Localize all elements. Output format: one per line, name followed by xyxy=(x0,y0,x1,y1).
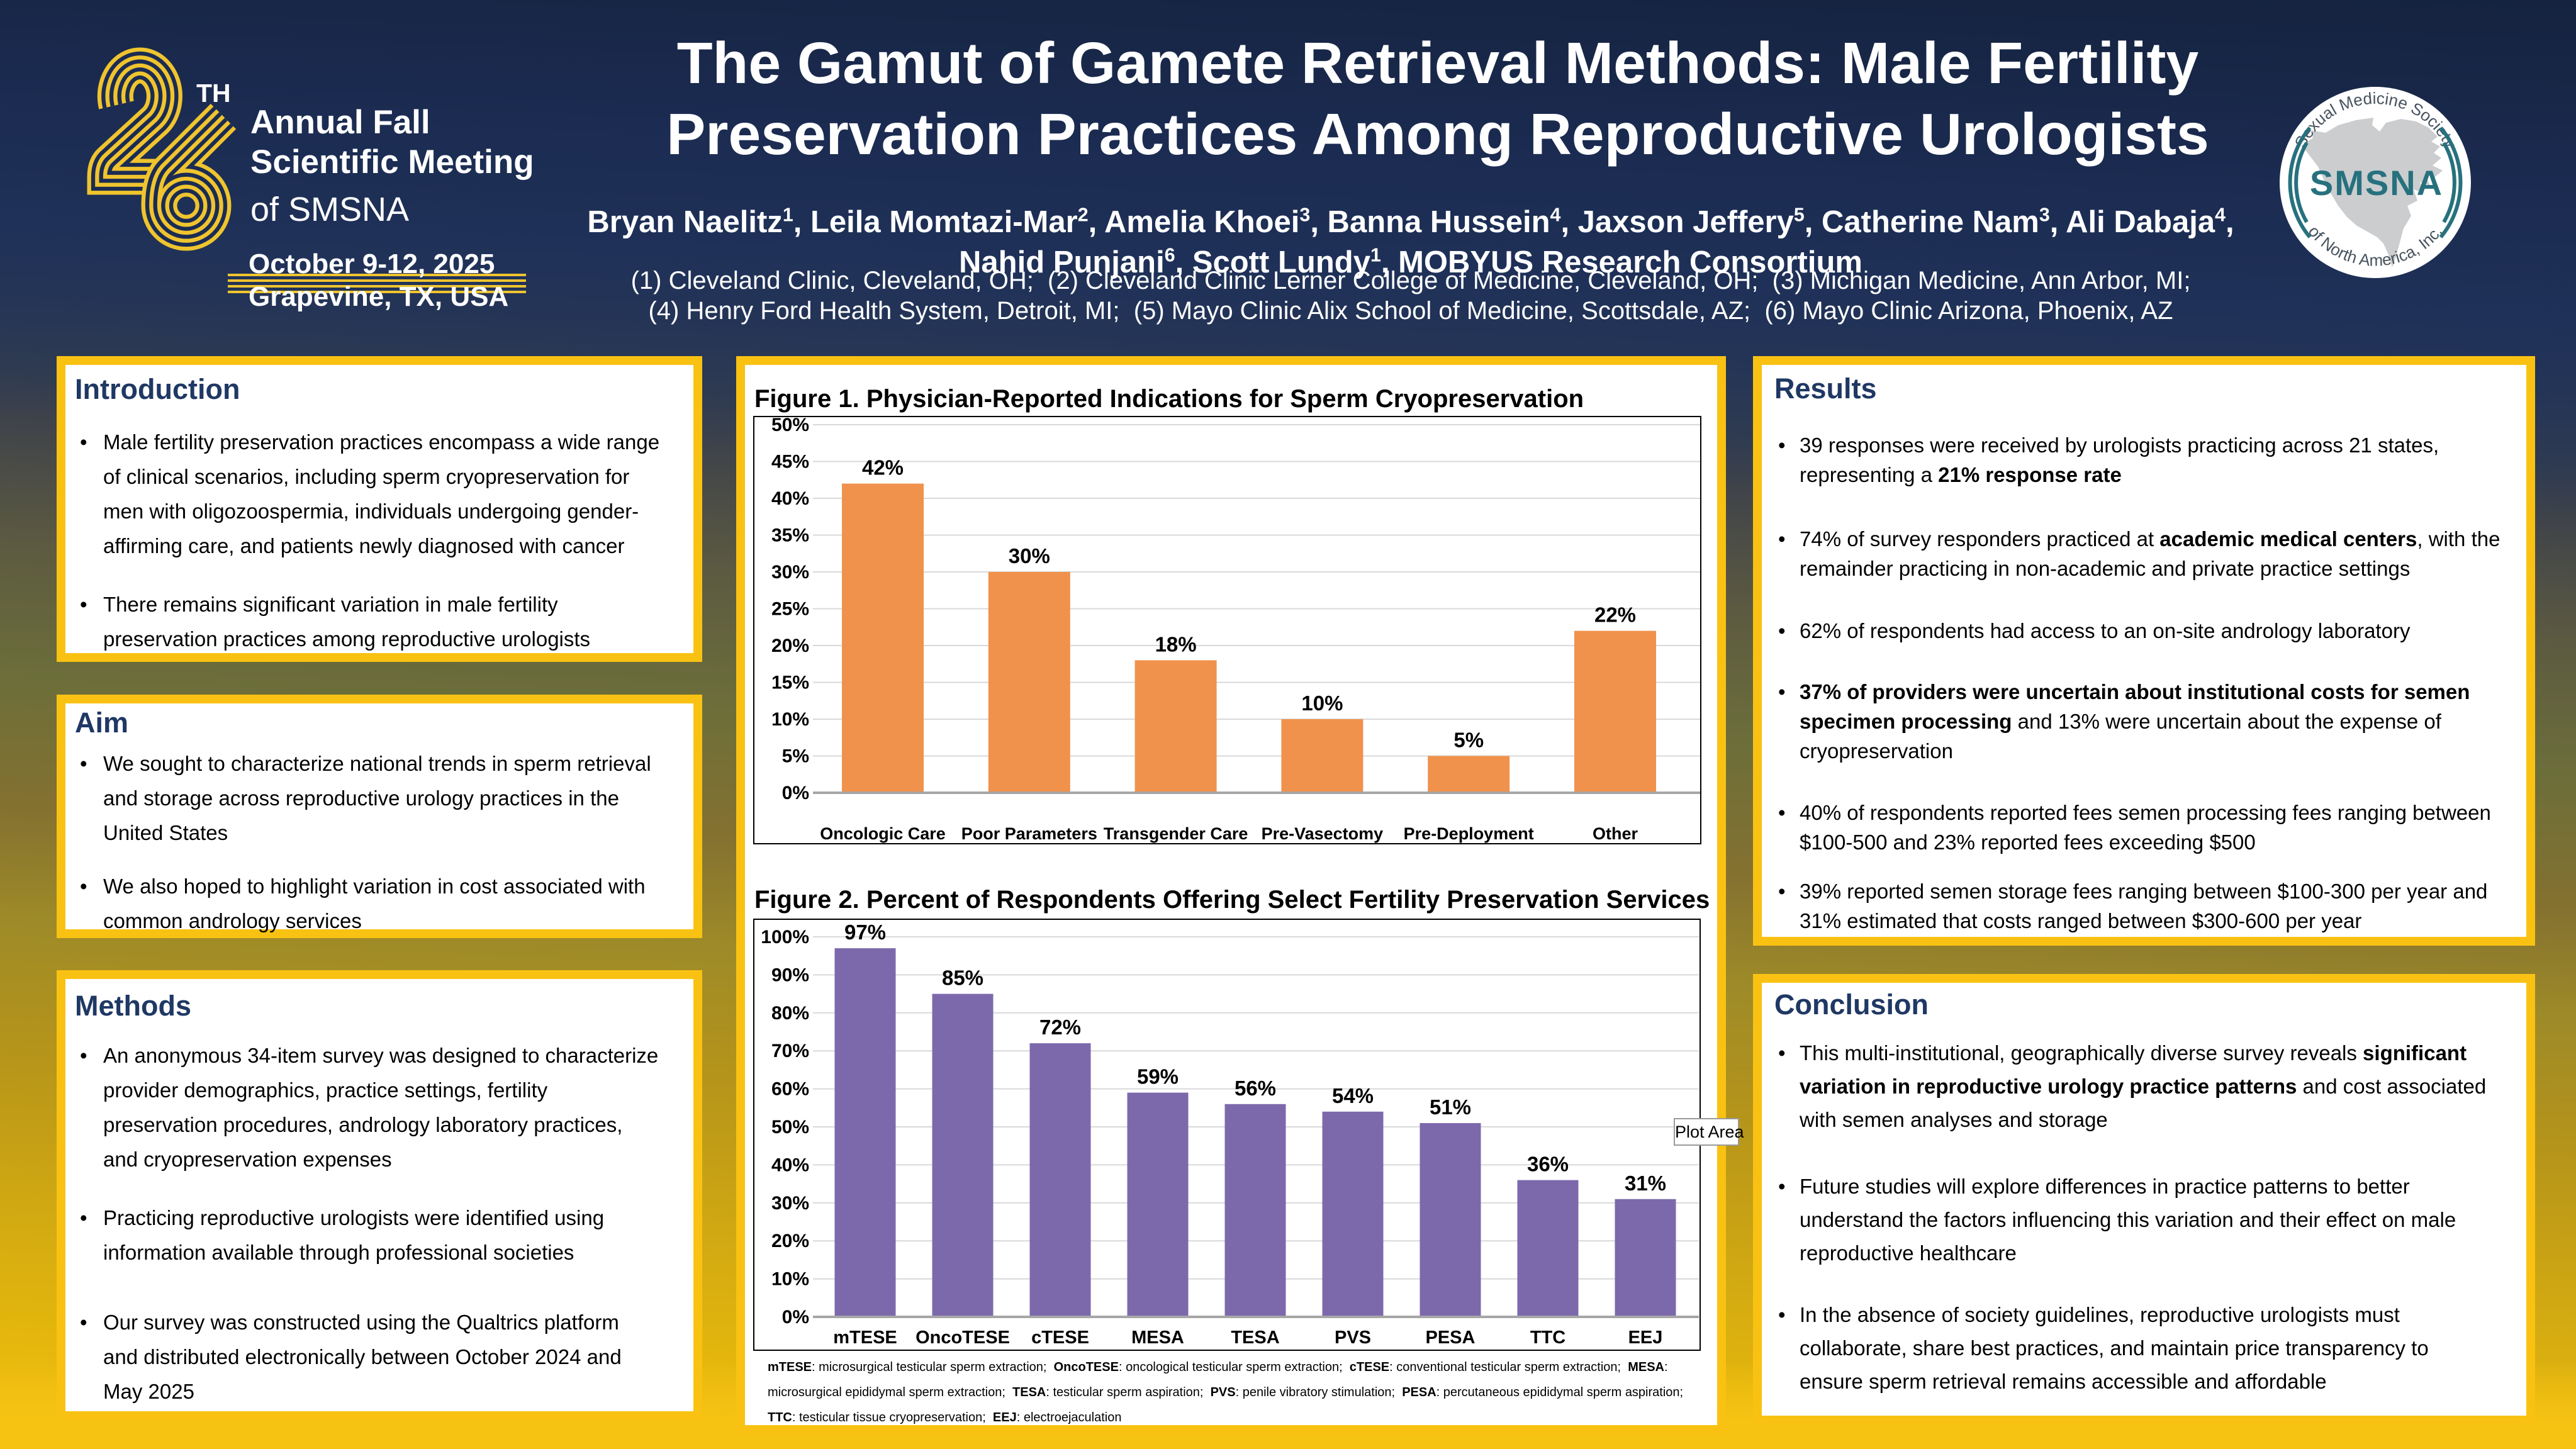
svg-text:35%: 35% xyxy=(771,525,809,546)
svg-text:54%: 54% xyxy=(1332,1084,1374,1107)
svg-text:42%: 42% xyxy=(862,456,904,479)
svg-text:90%: 90% xyxy=(771,965,809,985)
svg-text:PVS: PVS xyxy=(1335,1328,1371,1348)
svg-text:Other: Other xyxy=(1593,824,1638,843)
svg-text:MESA: MESA xyxy=(1131,1328,1184,1348)
svg-text:22%: 22% xyxy=(1594,603,1636,627)
svg-text:30%: 30% xyxy=(771,562,809,583)
svg-text:30%: 30% xyxy=(771,1193,809,1214)
svg-text:18%: 18% xyxy=(1155,632,1197,656)
svg-text:60%: 60% xyxy=(771,1079,809,1100)
svg-text:50%: 50% xyxy=(771,1117,809,1138)
svg-text:70%: 70% xyxy=(771,1041,809,1061)
svg-text:Pre-Vasectomy: Pre-Vasectomy xyxy=(1262,824,1384,843)
svg-text:40%: 40% xyxy=(771,488,809,509)
svg-text:56%: 56% xyxy=(1235,1077,1276,1100)
svg-text:97%: 97% xyxy=(844,920,886,944)
svg-text:Oncologic Care: Oncologic Care xyxy=(820,824,946,843)
svg-text:15%: 15% xyxy=(771,673,809,693)
svg-text:40%: 40% xyxy=(771,1155,809,1175)
svg-text:mTESE: mTESE xyxy=(833,1328,897,1348)
svg-text:PESA: PESA xyxy=(1426,1328,1476,1348)
svg-text:SMSNA: SMSNA xyxy=(2310,163,2443,203)
svg-text:5%: 5% xyxy=(782,746,809,767)
svg-text:25%: 25% xyxy=(771,599,809,620)
svg-text:100%: 100% xyxy=(761,927,809,948)
svg-text:0%: 0% xyxy=(782,783,809,803)
svg-text:Poor Parameters: Poor Parameters xyxy=(961,824,1097,843)
svg-text:59%: 59% xyxy=(1137,1065,1179,1088)
svg-text:50%: 50% xyxy=(771,416,809,435)
svg-text:45%: 45% xyxy=(771,452,809,473)
svg-text:EEJ: EEJ xyxy=(1628,1328,1663,1348)
svg-text:85%: 85% xyxy=(942,966,983,990)
svg-text:Pre-Deployment: Pre-Deployment xyxy=(1404,824,1534,843)
svg-text:20%: 20% xyxy=(771,635,809,656)
svg-text:10%: 10% xyxy=(771,709,809,730)
svg-text:cTESE: cTESE xyxy=(1031,1328,1089,1348)
svg-text:72%: 72% xyxy=(1039,1015,1081,1039)
svg-text:30%: 30% xyxy=(1009,544,1050,568)
svg-text:TESA: TESA xyxy=(1231,1328,1279,1348)
svg-text:51%: 51% xyxy=(1430,1095,1471,1119)
svg-text:OncoTESE: OncoTESE xyxy=(916,1328,1010,1348)
svg-text:10%: 10% xyxy=(1301,691,1343,715)
svg-text:31%: 31% xyxy=(1625,1172,1666,1195)
svg-text:10%: 10% xyxy=(771,1269,809,1290)
svg-text:36%: 36% xyxy=(1527,1153,1569,1176)
svg-text:TTC: TTC xyxy=(1530,1328,1565,1348)
svg-text:Transgender Care: Transgender Care xyxy=(1104,824,1248,843)
svg-text:5%: 5% xyxy=(1453,729,1484,752)
svg-text:80%: 80% xyxy=(771,1003,809,1024)
svg-text:20%: 20% xyxy=(771,1231,809,1251)
svg-text:0%: 0% xyxy=(782,1307,809,1328)
